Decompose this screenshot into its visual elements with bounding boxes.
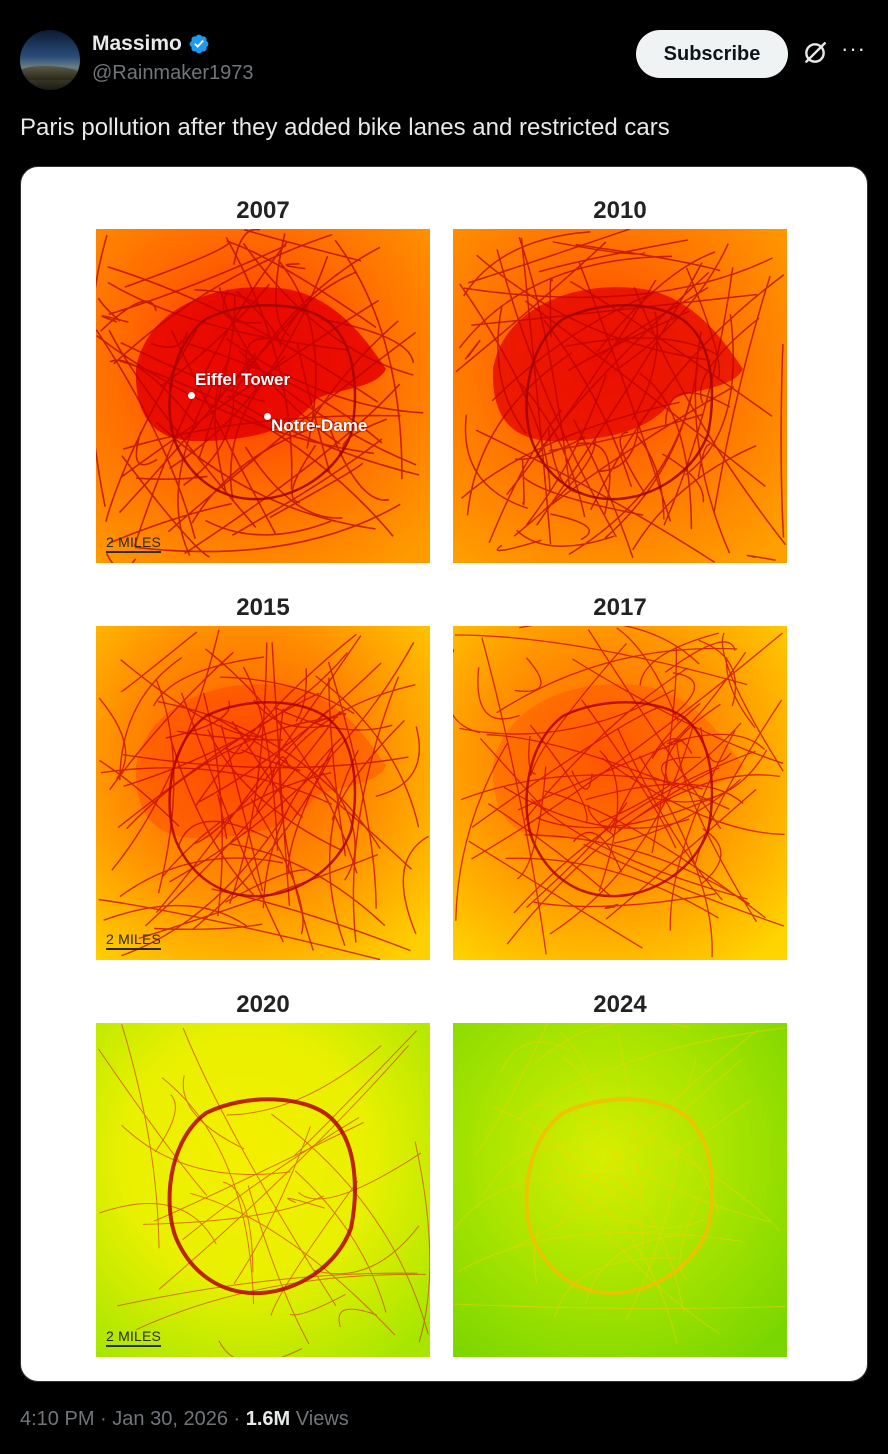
pollution-map-3 (96, 626, 430, 960)
author-name[interactable]: Massimo (92, 32, 182, 55)
pollution-heatmap (96, 626, 430, 960)
verified-badge-icon (189, 34, 209, 54)
poi-notre-dame: Notre-Dame (271, 416, 368, 435)
panel-title-2: 2010 (593, 197, 647, 224)
post-text: Paris pollution after they added bike la… (20, 114, 670, 141)
eiffel-tower-marker (188, 392, 195, 399)
post-header: Massimo @Rainmaker1973 Subscribe ··· (20, 28, 868, 92)
pollution-map-6 (453, 1023, 787, 1357)
scale-label-3: 2 MILES (106, 931, 162, 950)
pollution-heatmap (96, 1023, 430, 1357)
panel-title-3: 2015 (236, 594, 290, 621)
views-count: 1.6M (245, 1408, 291, 1430)
pollution-heatmap (453, 229, 787, 563)
author-handle[interactable]: @Rainmaker1973 (92, 62, 254, 84)
scale-label-5: 2 MILES (106, 1328, 162, 1347)
pollution-heatmap (96, 229, 430, 563)
author-block: Massimo @Rainmaker1973 (92, 32, 254, 85)
meta-separator-2: · (233, 1408, 241, 1430)
post-time[interactable]: 4:10 PM (20, 1408, 95, 1430)
poi-eiffel-tower: Eiffel Tower (195, 370, 291, 389)
grok-icon[interactable] (802, 40, 828, 66)
meta-separator: · (100, 1408, 107, 1430)
pollution-map-4 (453, 626, 787, 960)
pollution-map-5 (96, 1023, 430, 1357)
subscribe-button[interactable]: Subscribe (636, 30, 788, 78)
views-label: Views (295, 1408, 349, 1430)
panel-title-4: 2017 (593, 594, 647, 621)
pollution-heatmap (453, 626, 787, 960)
pollution-heatmap (453, 1023, 787, 1357)
pollution-map-1 (96, 229, 430, 563)
avatar[interactable] (20, 30, 80, 90)
notre-dame-marker (264, 413, 271, 420)
more-icon[interactable]: ··· (841, 36, 866, 61)
panel-title-5: 2020 (236, 991, 290, 1018)
post-media[interactable]: 2007 2010 2015 2017 2020 2024 2 MILES 2 … (20, 166, 868, 1382)
post-meta: 4:10 PM · Jan 30, 2026 · 1.6M Views (20, 1408, 349, 1431)
post-date[interactable]: Jan 30, 2026 (112, 1408, 228, 1430)
panel-title-1: 2007 (236, 197, 290, 224)
pollution-map-2 (453, 229, 787, 563)
scale-label-1: 2 MILES (106, 534, 162, 553)
panel-title-6: 2024 (593, 991, 647, 1018)
